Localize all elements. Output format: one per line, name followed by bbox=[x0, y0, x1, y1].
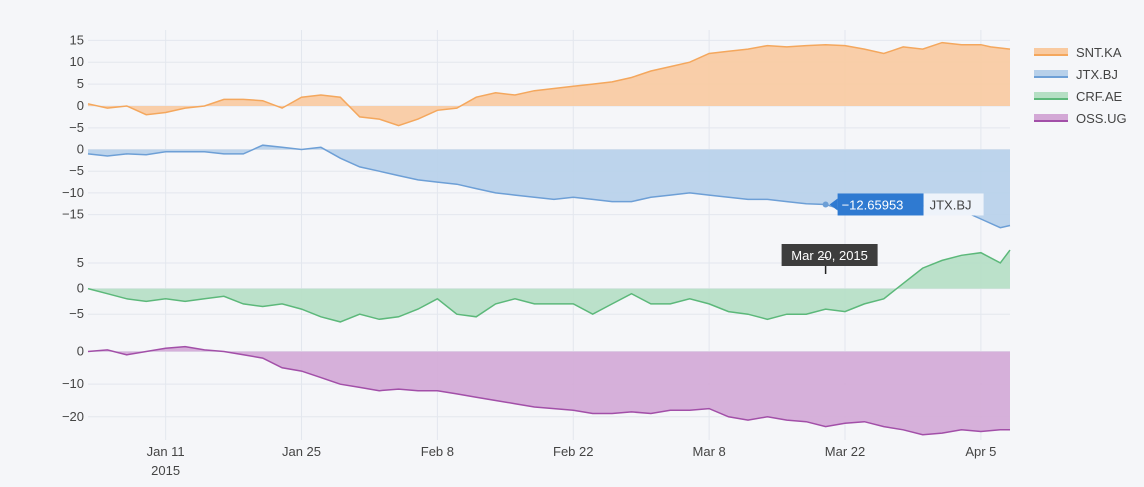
hover-point bbox=[822, 201, 829, 208]
y-tick-label: −5 bbox=[69, 120, 84, 135]
y-tick-label: −10 bbox=[62, 376, 84, 391]
y-tick-label: 0 bbox=[77, 98, 84, 113]
y-tick-label: 15 bbox=[70, 32, 84, 47]
y-tick-label: 0 bbox=[77, 344, 84, 359]
legend-item-label[interactable]: OSS.UG bbox=[1076, 111, 1127, 126]
line-snt-ka bbox=[87, 41, 1011, 127]
legend-item-label[interactable]: CRF.AE bbox=[1076, 89, 1123, 104]
y-tick-label: 0 bbox=[77, 281, 84, 296]
x-tick-label: Feb 22 bbox=[553, 444, 593, 459]
x-tick-label: Jan 11 bbox=[147, 444, 185, 459]
y-tick-label: −20 bbox=[62, 409, 84, 424]
hover-value-text: −12.65953 bbox=[842, 197, 904, 212]
area-oss-ug bbox=[88, 346, 1010, 435]
legend-item-label[interactable]: JTX.BJ bbox=[1076, 67, 1118, 82]
legend-item-label[interactable]: SNT.KA bbox=[1076, 45, 1122, 60]
hover-series-text: JTX.BJ bbox=[930, 197, 972, 212]
x-tick-label: Mar 22 bbox=[825, 444, 865, 459]
area-jtx-bj bbox=[88, 145, 1010, 228]
y-tick-label: −5 bbox=[69, 163, 84, 178]
x-tick-label: Mar 8 bbox=[693, 444, 726, 459]
hover-value-box bbox=[837, 193, 924, 216]
x-tick-label: Jan 25 bbox=[282, 444, 321, 459]
y-tick-label: −5 bbox=[69, 306, 84, 321]
y-tick-label: 5 bbox=[77, 76, 84, 91]
y-tick-label: 0 bbox=[77, 142, 84, 157]
x-tick-label: Feb 8 bbox=[421, 444, 454, 459]
hover-date-text: Mar 2̶0, 2015 bbox=[791, 248, 868, 263]
line-oss-ug bbox=[87, 345, 1010, 436]
line-crf-ae bbox=[87, 249, 1011, 323]
hover-pointer bbox=[829, 198, 838, 211]
x-tick-sublabel: 2015 bbox=[151, 463, 180, 478]
area-crf-ae bbox=[88, 250, 1010, 322]
hover-series-box bbox=[923, 193, 984, 216]
y-tick-label: −15 bbox=[62, 207, 84, 222]
y-tick-label: −10 bbox=[62, 185, 84, 200]
hover-date-box bbox=[781, 244, 878, 266]
area-snt-ka bbox=[88, 42, 1010, 126]
y-tick-label: 5 bbox=[77, 255, 84, 270]
y-tick-label: 10 bbox=[70, 54, 84, 69]
x-tick-label: Apr 5 bbox=[965, 444, 996, 459]
